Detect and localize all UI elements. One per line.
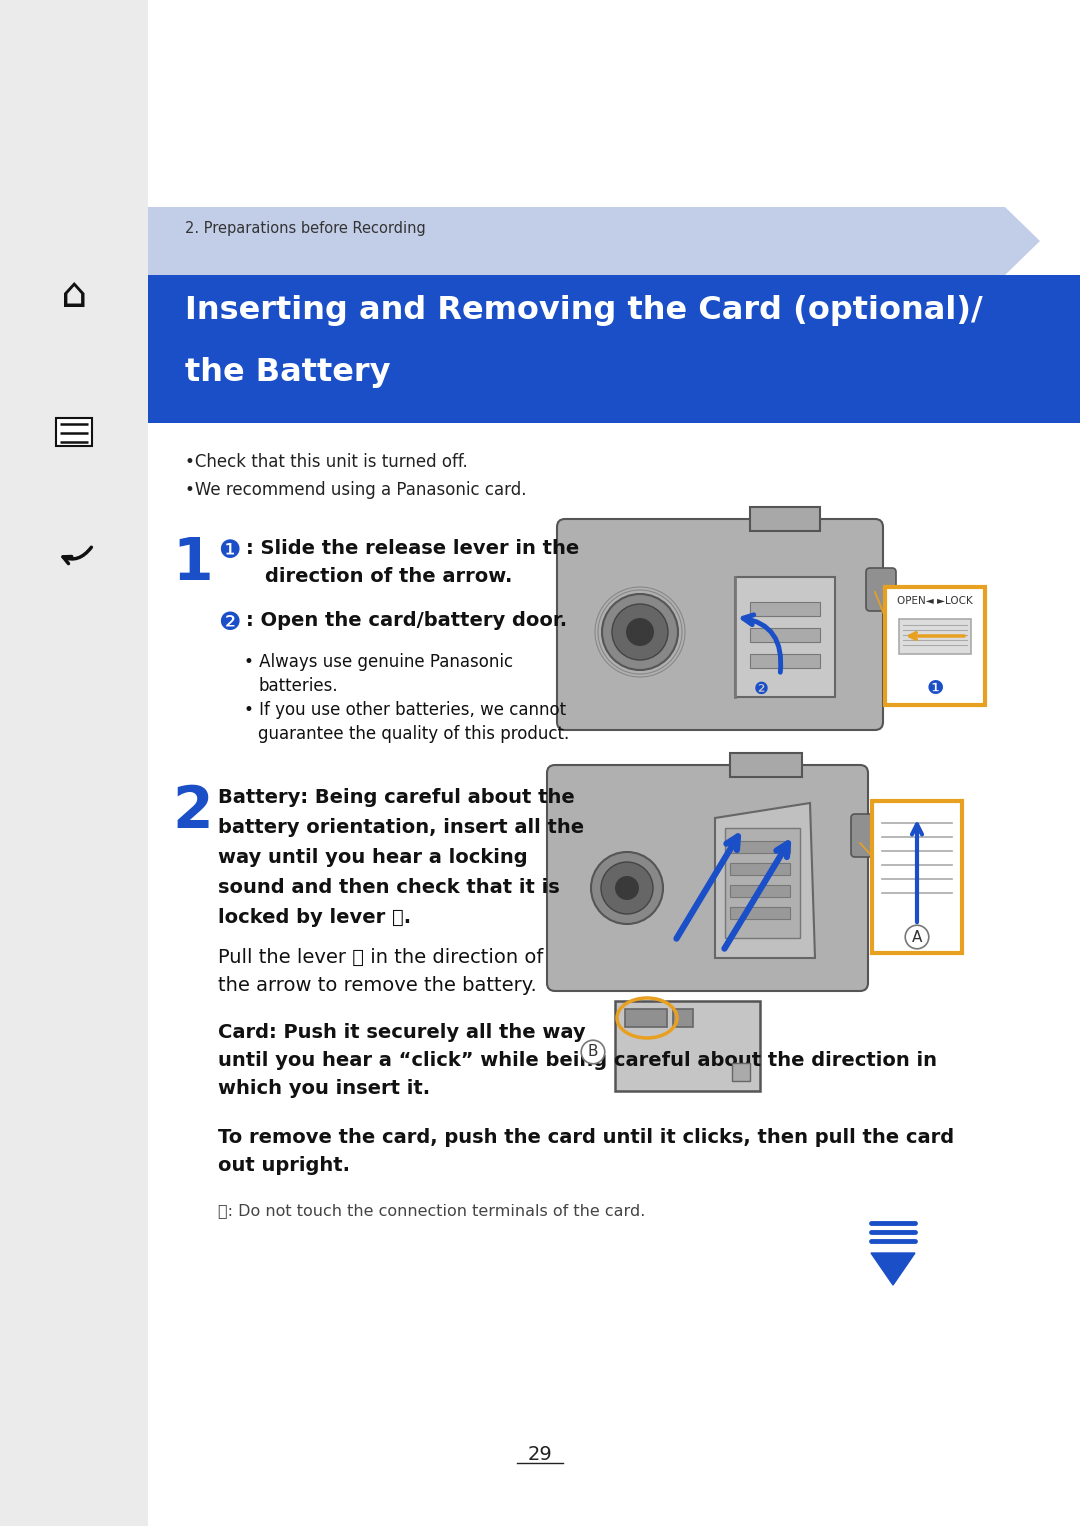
Text: Card: Push it securely all the way: Card: Push it securely all the way (218, 1022, 585, 1042)
Bar (735, 577, 835, 697)
Bar (56, 418, 92, 446)
Text: direction of the arrow.: direction of the arrow. (265, 568, 512, 586)
Bar (730, 864, 789, 874)
Text: OPEN◄ ►LOCK: OPEN◄ ►LOCK (897, 597, 973, 606)
Text: 1: 1 (172, 536, 213, 592)
Text: locked by lever Ⓐ.: locked by lever Ⓐ. (218, 908, 411, 926)
Text: Ⓑ: Do not touch the connection terminals of the card.: Ⓑ: Do not touch the connection terminals… (218, 1202, 646, 1218)
Bar (730, 906, 789, 919)
Text: 2. Preparations before Recording: 2. Preparations before Recording (185, 221, 426, 237)
Text: Inserting and Removing the Card (optional)/: Inserting and Removing the Card (optiona… (185, 295, 983, 327)
Text: the arrow to remove the battery.: the arrow to remove the battery. (218, 977, 537, 995)
Text: B: B (588, 1042, 598, 1061)
Text: which you insert it.: which you insert it. (218, 1079, 430, 1099)
FancyBboxPatch shape (546, 765, 868, 990)
Text: out upright.: out upright. (218, 1157, 350, 1175)
Text: ❷: ❷ (754, 681, 769, 697)
Bar (899, 620, 971, 655)
Bar (872, 801, 962, 954)
FancyBboxPatch shape (851, 813, 881, 858)
Text: • If you use other batteries, we cannot: • If you use other batteries, we cannot (244, 700, 566, 719)
Bar (730, 752, 802, 777)
Circle shape (591, 852, 663, 925)
Text: : Slide the release lever in the: : Slide the release lever in the (246, 539, 579, 559)
Bar (148, 275, 1080, 423)
Text: the Battery: the Battery (185, 357, 391, 388)
Bar (730, 841, 789, 853)
Text: battery orientation, insert all the: battery orientation, insert all the (218, 818, 584, 836)
Text: : Open the card/battery door.: : Open the card/battery door. (246, 610, 567, 630)
Bar (673, 1009, 693, 1027)
Text: •Check that this unit is turned off.: •Check that this unit is turned off. (185, 453, 468, 472)
Polygon shape (148, 208, 1040, 275)
Text: 29: 29 (528, 1445, 552, 1465)
Bar (732, 1064, 750, 1080)
Bar (725, 829, 800, 938)
Text: A: A (912, 929, 922, 945)
Bar (885, 588, 985, 705)
Bar (0, 0, 148, 1526)
Polygon shape (870, 1253, 915, 1285)
FancyBboxPatch shape (866, 568, 896, 610)
Text: way until you hear a locking: way until you hear a locking (218, 848, 528, 867)
Bar (615, 1001, 760, 1091)
Text: B: B (588, 1044, 598, 1059)
Text: until you hear a “click” while being careful about the direction in: until you hear a “click” while being car… (218, 1051, 937, 1070)
Bar (750, 629, 820, 642)
Bar (750, 507, 820, 531)
Circle shape (600, 862, 653, 914)
Text: ⌂: ⌂ (60, 275, 87, 316)
Text: guarantee the quality of this product.: guarantee the quality of this product. (258, 725, 569, 743)
FancyBboxPatch shape (557, 519, 883, 729)
Text: batteries.: batteries. (258, 678, 338, 694)
Text: • Always use genuine Panasonic: • Always use genuine Panasonic (244, 653, 513, 671)
Text: ❶: ❶ (927, 679, 944, 699)
Polygon shape (715, 803, 815, 958)
Text: sound and then check that it is: sound and then check that it is (218, 877, 559, 897)
Circle shape (602, 594, 678, 670)
Bar (625, 1009, 667, 1027)
Circle shape (612, 604, 669, 661)
Text: ❶: ❶ (218, 539, 241, 563)
Text: 2: 2 (172, 783, 213, 839)
Text: To remove the card, push the card until it clicks, then pull the card: To remove the card, push the card until … (218, 1128, 954, 1148)
Text: Pull the lever Ⓐ in the direction of: Pull the lever Ⓐ in the direction of (218, 948, 543, 967)
Bar (730, 885, 789, 897)
Circle shape (615, 876, 639, 900)
Text: •We recommend using a Panasonic card.: •We recommend using a Panasonic card. (185, 481, 527, 499)
Circle shape (626, 618, 654, 645)
Bar (750, 601, 820, 617)
Text: Battery: Being careful about the: Battery: Being careful about the (218, 787, 575, 807)
Text: ❷: ❷ (218, 610, 241, 635)
Bar (750, 655, 820, 668)
